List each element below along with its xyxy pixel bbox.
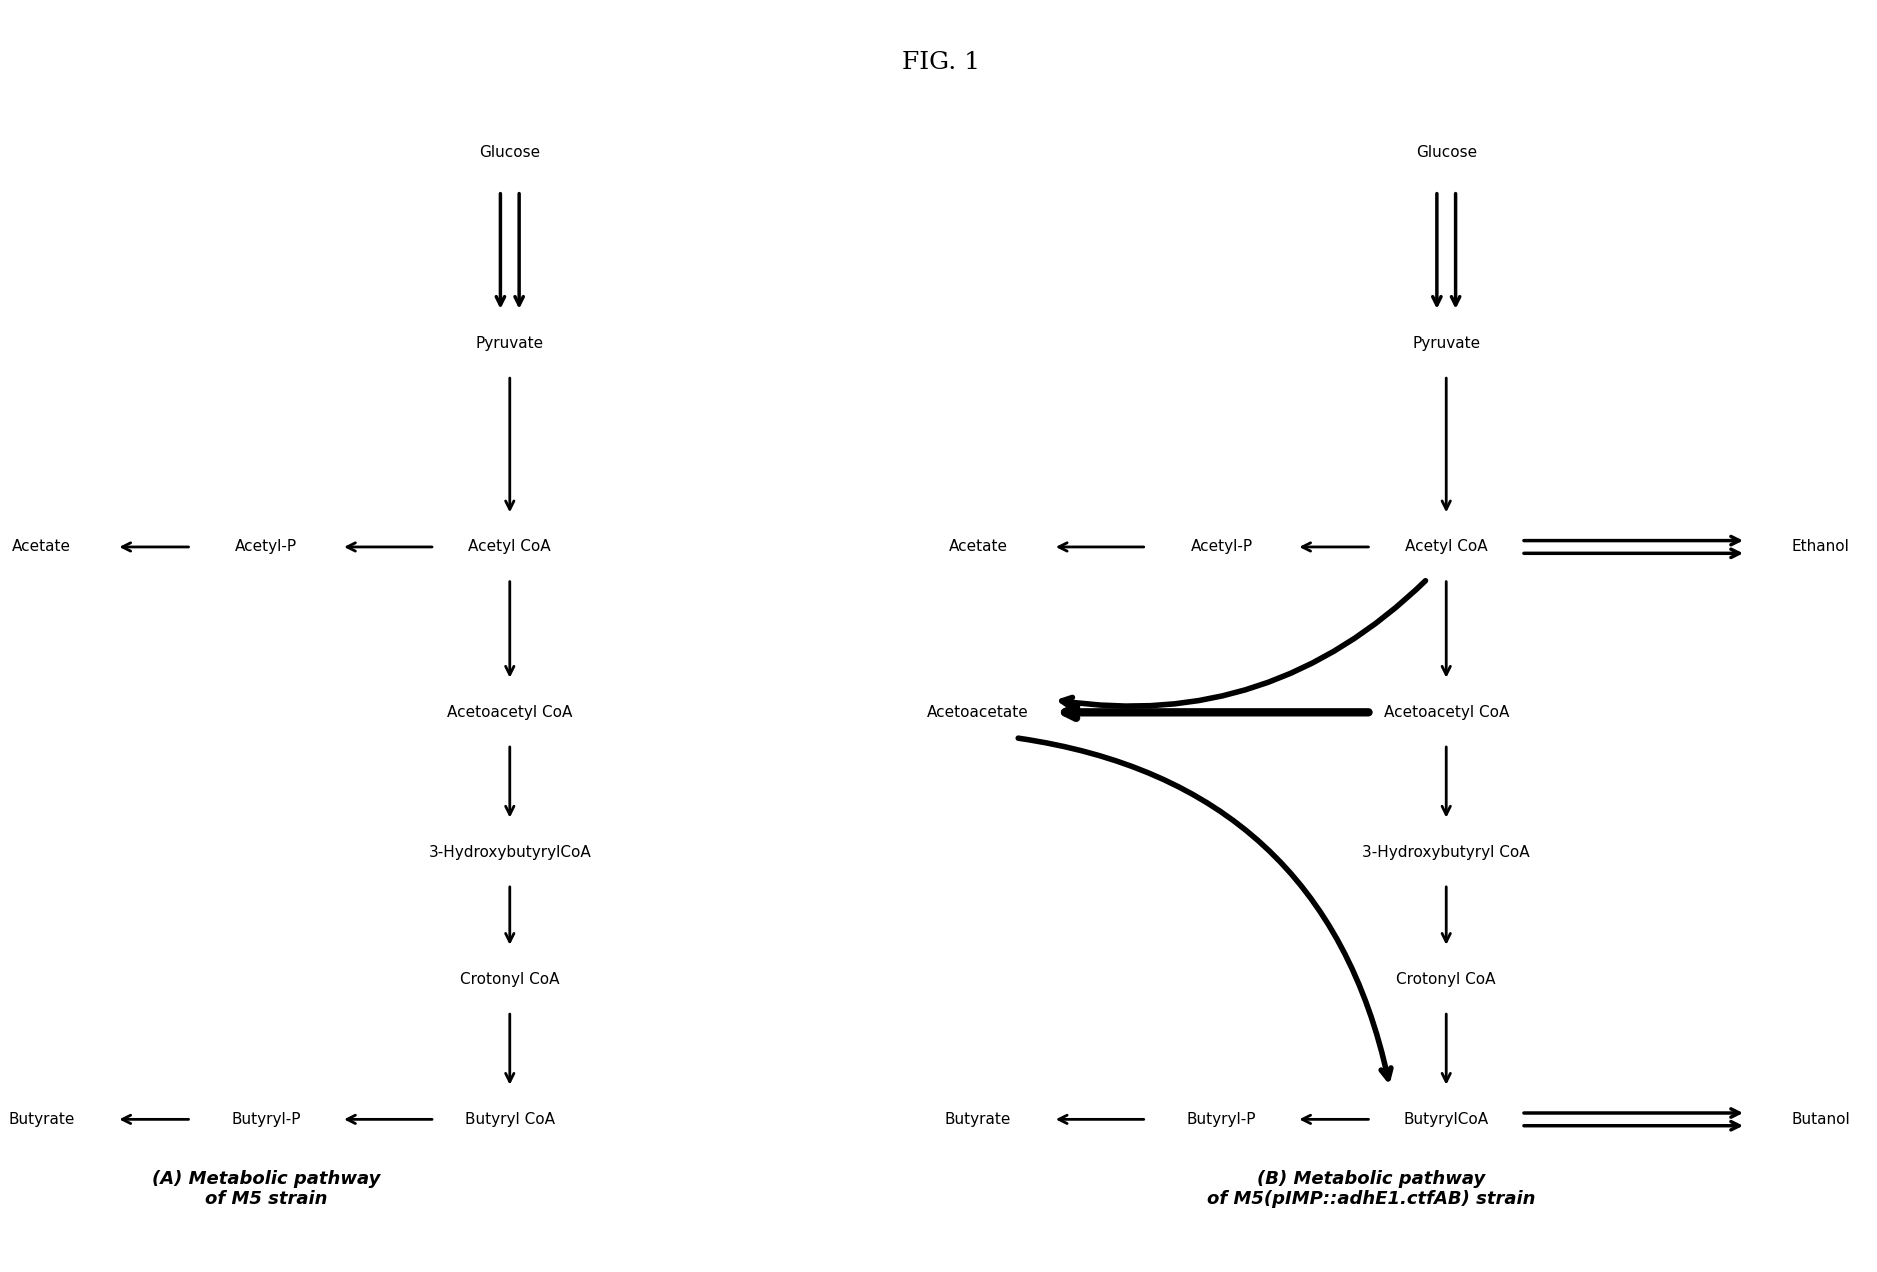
Text: Butyrate: Butyrate — [8, 1112, 75, 1127]
Text: Glucose: Glucose — [479, 145, 541, 160]
Text: (B) Metabolic pathway
of M5(pIMP::adhE1.ctfAB) strain: (B) Metabolic pathway of M5(pIMP::adhE1.… — [1207, 1169, 1535, 1208]
Text: Acetoacetate: Acetoacetate — [927, 705, 1029, 720]
Text: Butyrate: Butyrate — [944, 1112, 1012, 1127]
Text: Pyruvate: Pyruvate — [1412, 336, 1481, 351]
Text: 3-Hydroxybutyryl CoA: 3-Hydroxybutyryl CoA — [1363, 845, 1530, 860]
Text: Acetyl-P: Acetyl-P — [1190, 539, 1252, 555]
Text: Butyryl-P: Butyryl-P — [1186, 1112, 1256, 1127]
Text: Glucose: Glucose — [1415, 145, 1477, 160]
Text: 3-HydroxybutyrylCoA: 3-HydroxybutyrylCoA — [428, 845, 591, 860]
Text: Pyruvate: Pyruvate — [475, 336, 544, 351]
Text: Butanol: Butanol — [1791, 1112, 1851, 1127]
Text: Crotonyl CoA: Crotonyl CoA — [460, 972, 559, 987]
Text: Butyryl-P: Butyryl-P — [231, 1112, 300, 1127]
Text: Acetyl-P: Acetyl-P — [235, 539, 297, 555]
Text: Crotonyl CoA: Crotonyl CoA — [1396, 972, 1496, 987]
Text: ButyrylCoA: ButyrylCoA — [1404, 1112, 1488, 1127]
Text: (A) Metabolic pathway
of M5 strain: (A) Metabolic pathway of M5 strain — [152, 1169, 381, 1208]
Text: Butyryl CoA: Butyryl CoA — [465, 1112, 556, 1127]
Text: FIG. 1: FIG. 1 — [901, 51, 980, 74]
Text: Acetyl CoA: Acetyl CoA — [1404, 539, 1488, 555]
Text: Ethanol: Ethanol — [1793, 539, 1849, 555]
Text: Acetate: Acetate — [11, 539, 71, 555]
Text: Acetyl CoA: Acetyl CoA — [469, 539, 552, 555]
Text: Acetoacetyl CoA: Acetoacetyl CoA — [447, 705, 572, 720]
Text: Acetate: Acetate — [948, 539, 1008, 555]
Text: Acetoacetyl CoA: Acetoacetyl CoA — [1383, 705, 1509, 720]
